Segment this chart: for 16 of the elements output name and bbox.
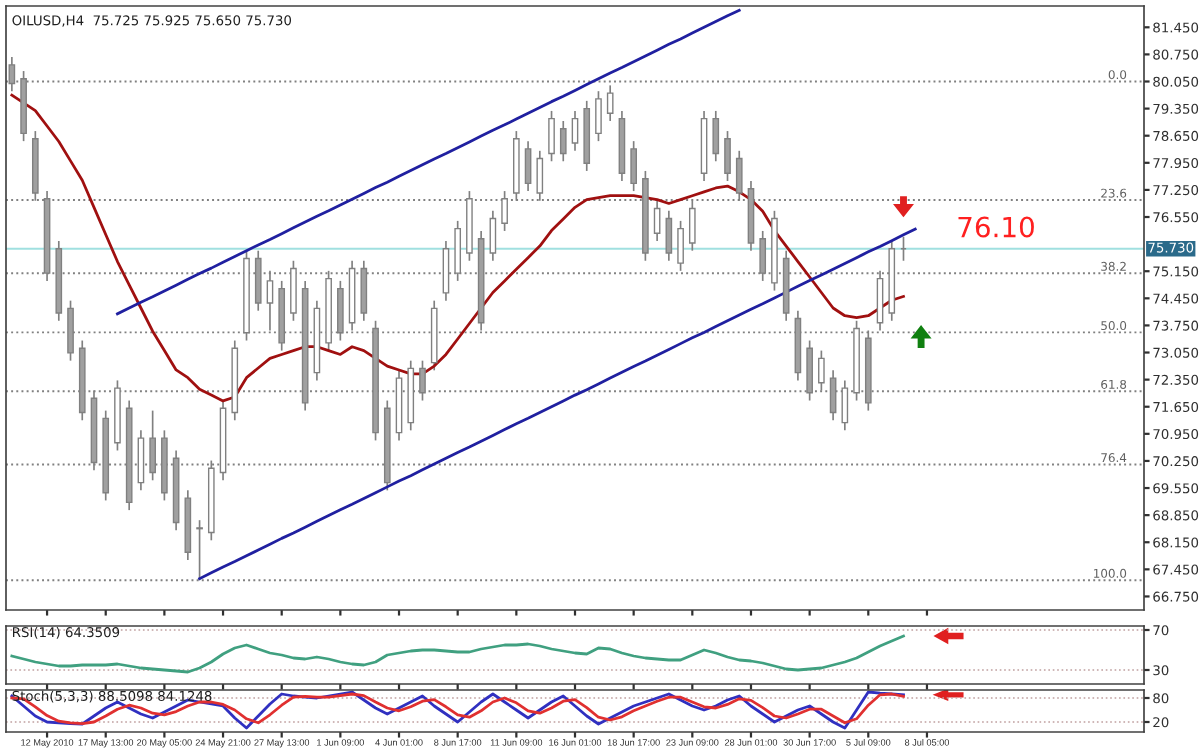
candlestick [677,220,684,272]
candlestick [712,110,720,163]
candlestick [665,209,673,262]
candlestick [571,110,579,152]
annotation: 76.10 [958,216,1034,238]
candlestick [595,90,602,142]
candlestick [559,120,567,163]
candlestick [196,519,203,582]
candlestick [524,140,532,192]
line-series [198,227,917,581]
candlestick [630,140,637,192]
candlestick [489,209,497,262]
candlestick [548,110,555,163]
line-series [10,93,905,403]
candlestick [724,130,731,182]
candlestick [653,199,661,242]
